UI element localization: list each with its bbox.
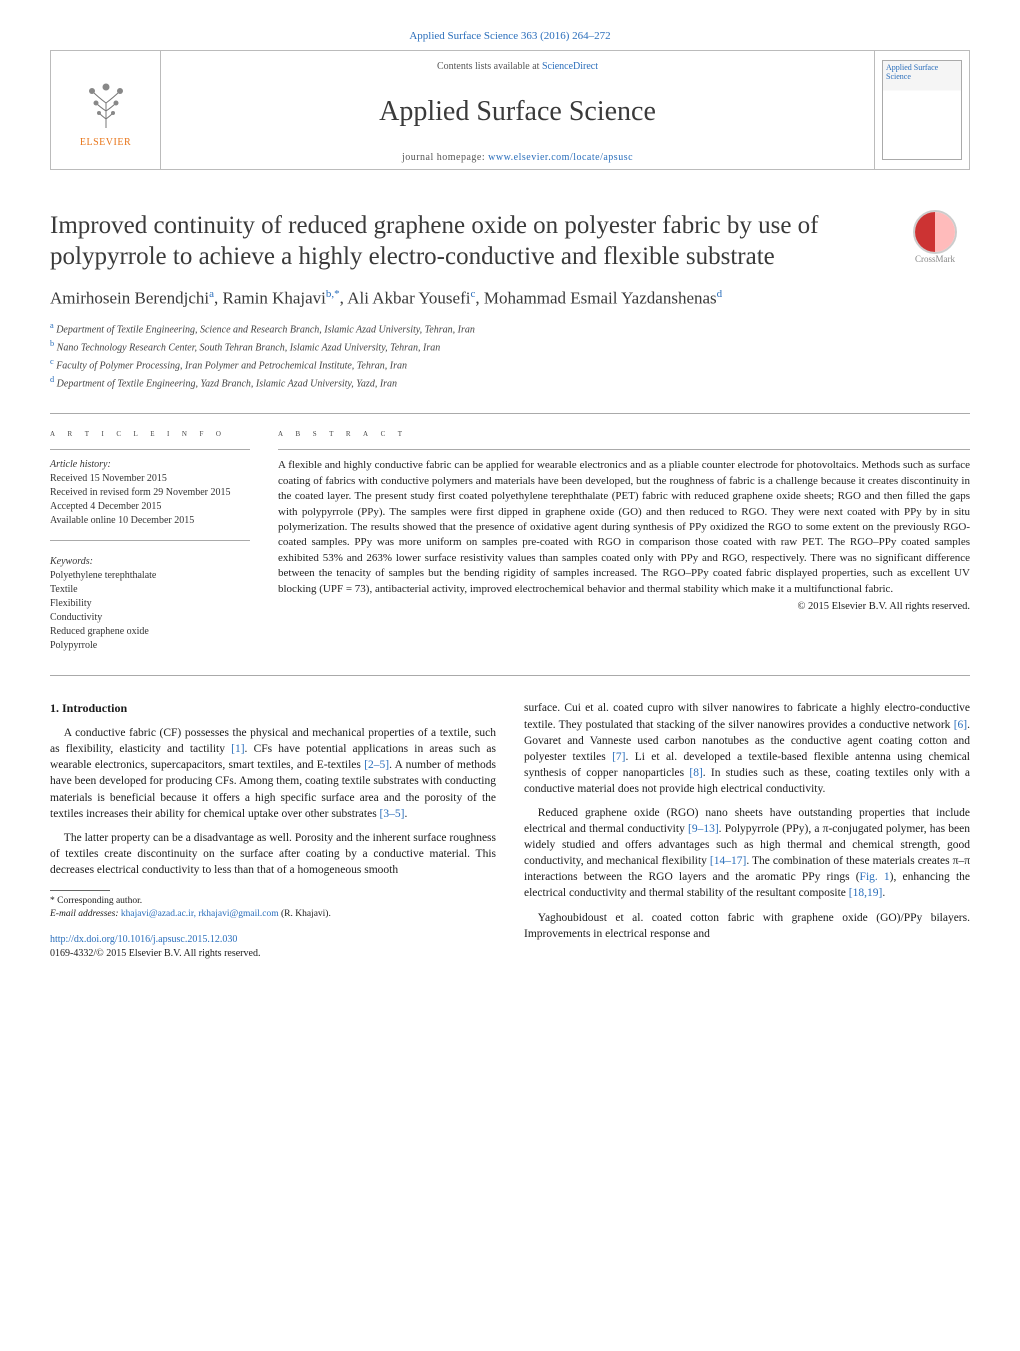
affiliation-line: b Nano Technology Research Center, South… [50,338,970,356]
paragraph-3: surface. Cui et al. coated cupro with si… [524,700,970,797]
abstract-label: a b s t r a c t [278,428,970,439]
cite-7[interactable]: [7] [612,751,625,763]
doi-block: http://dx.doi.org/10.1016/j.apsusc.2015.… [50,933,496,961]
p4-end: . [882,887,885,899]
keyword-item: Textile [50,583,250,597]
contents-prefix: Contents lists available at [437,61,542,72]
cite-14-17[interactable]: [14–17] [710,855,746,867]
abstract-rule [278,449,970,450]
banner-center: Contents lists available at ScienceDirec… [161,51,874,169]
crossmark-label: CrossMark [915,254,955,264]
contents-available-line: Contents lists available at ScienceDirec… [437,61,598,72]
footnote-email-label: E-mail addresses: [50,909,119,919]
abstract-column: a b s t r a c t A flexible and highly co… [278,428,970,653]
journal-name: Applied Surface Science [379,96,656,128]
affiliation-line: a Department of Textile Engineering, Sci… [50,320,970,338]
footnote-emails[interactable]: khajavi@azad.ac.ir, rkhajavi@gmail.com [121,909,279,919]
article-info-column: a r t i c l e i n f o Article history: R… [50,428,250,653]
info-rule-2 [50,540,250,541]
article-info-label: a r t i c l e i n f o [50,428,250,439]
corresponding-author-note: * Corresponding author. E-mail addresses… [50,895,496,921]
footnote-email-author: (R. Khajavi). [281,909,331,919]
paragraph-2: The latter property can be a disadvantag… [50,830,496,878]
keyword-item: Flexibility [50,597,250,611]
history-received: Received 15 November 2015 [50,472,250,486]
abstract-copyright: © 2015 Elsevier B.V. All rights reserved… [278,601,970,612]
issn-copyright: 0169-4332/© 2015 Elsevier B.V. All right… [50,947,496,961]
divider-top [50,413,970,414]
affiliation-line: d Department of Textile Engineering, Yaz… [50,374,970,392]
history-online: Available online 10 December 2015 [50,514,250,528]
cite-9-13[interactable]: [9–13] [688,823,719,835]
sciencedirect-link[interactable]: ScienceDirect [542,61,598,72]
homepage-prefix: journal homepage: [402,152,488,163]
homepage-url[interactable]: www.elsevier.com/locate/apsusc [488,152,633,163]
divider-bottom [50,675,970,676]
paragraph-4: Reduced graphene oxide (RGO) nano sheets… [524,805,970,902]
affiliation-line: c Faculty of Polymer Processing, Iran Po… [50,356,970,374]
history-accepted: Accepted 4 December 2015 [50,500,250,514]
section-heading-intro: 1. Introduction [50,700,496,717]
cite-6[interactable]: [6] [954,719,967,731]
article-body: 1. Introduction A conductive fabric (CF)… [50,700,970,960]
p3-pre: surface. Cui et al. coated cupro with si… [524,702,970,730]
homepage-line: journal homepage: www.elsevier.com/locat… [402,152,633,163]
citation-header: Applied Surface Science 363 (2016) 264–2… [50,30,970,42]
keyword-item: Polypyrrole [50,639,250,653]
article-title: Improved continuity of reduced graphene … [50,210,888,273]
keywords-head: Keywords: [50,555,250,569]
crossmark-icon [913,210,957,254]
crossmark-badge[interactable]: CrossMark [900,210,970,264]
abstract-text: A flexible and highly conductive fabric … [278,458,970,597]
cover-box: Applied Surface Science [874,51,969,169]
keyword-item: Reduced graphene oxide [50,625,250,639]
fig-1-ref[interactable]: Fig. 1 [860,871,890,883]
p1-end: . [404,808,407,820]
footnote-marker: * Corresponding author. [50,895,496,908]
keyword-item: Polyethylene terephthalate [50,569,250,583]
info-rule-1 [50,449,250,450]
affiliations-block: a Department of Textile Engineering, Sci… [50,320,970,391]
cite-2-5[interactable]: [2–5] [364,759,389,771]
publisher-label: ELSEVIER [80,137,131,148]
cover-title: Applied Surface Science [886,64,958,82]
cite-8[interactable]: [8] [689,767,702,779]
cite-1[interactable]: [1] [231,743,244,755]
elsevier-tree-icon [76,73,136,133]
paragraph-5: Yaghoubidoust et al. coated cotton fabri… [524,910,970,942]
authors-line: Amirhosein Berendjchia, Ramin Khajavib,*… [50,287,970,311]
publisher-box: ELSEVIER [51,51,161,169]
paragraph-1: A conductive fabric (CF) possesses the p… [50,725,496,822]
keywords-list: Polyethylene terephthalateTextileFlexibi… [50,569,250,653]
history-head: Article history: [50,458,250,472]
cite-18-19[interactable]: [18,19] [849,887,883,899]
doi-link[interactable]: http://dx.doi.org/10.1016/j.apsusc.2015.… [50,933,496,947]
footnote-rule [50,890,110,891]
journal-banner: ELSEVIER Contents lists available at Sci… [50,50,970,170]
cite-3-5[interactable]: [3–5] [380,808,405,820]
article-history: Article history: Received 15 November 20… [50,458,250,653]
keyword-item: Conductivity [50,611,250,625]
history-revised: Received in revised form 29 November 201… [50,486,250,500]
journal-cover-thumb: Applied Surface Science [882,60,962,160]
